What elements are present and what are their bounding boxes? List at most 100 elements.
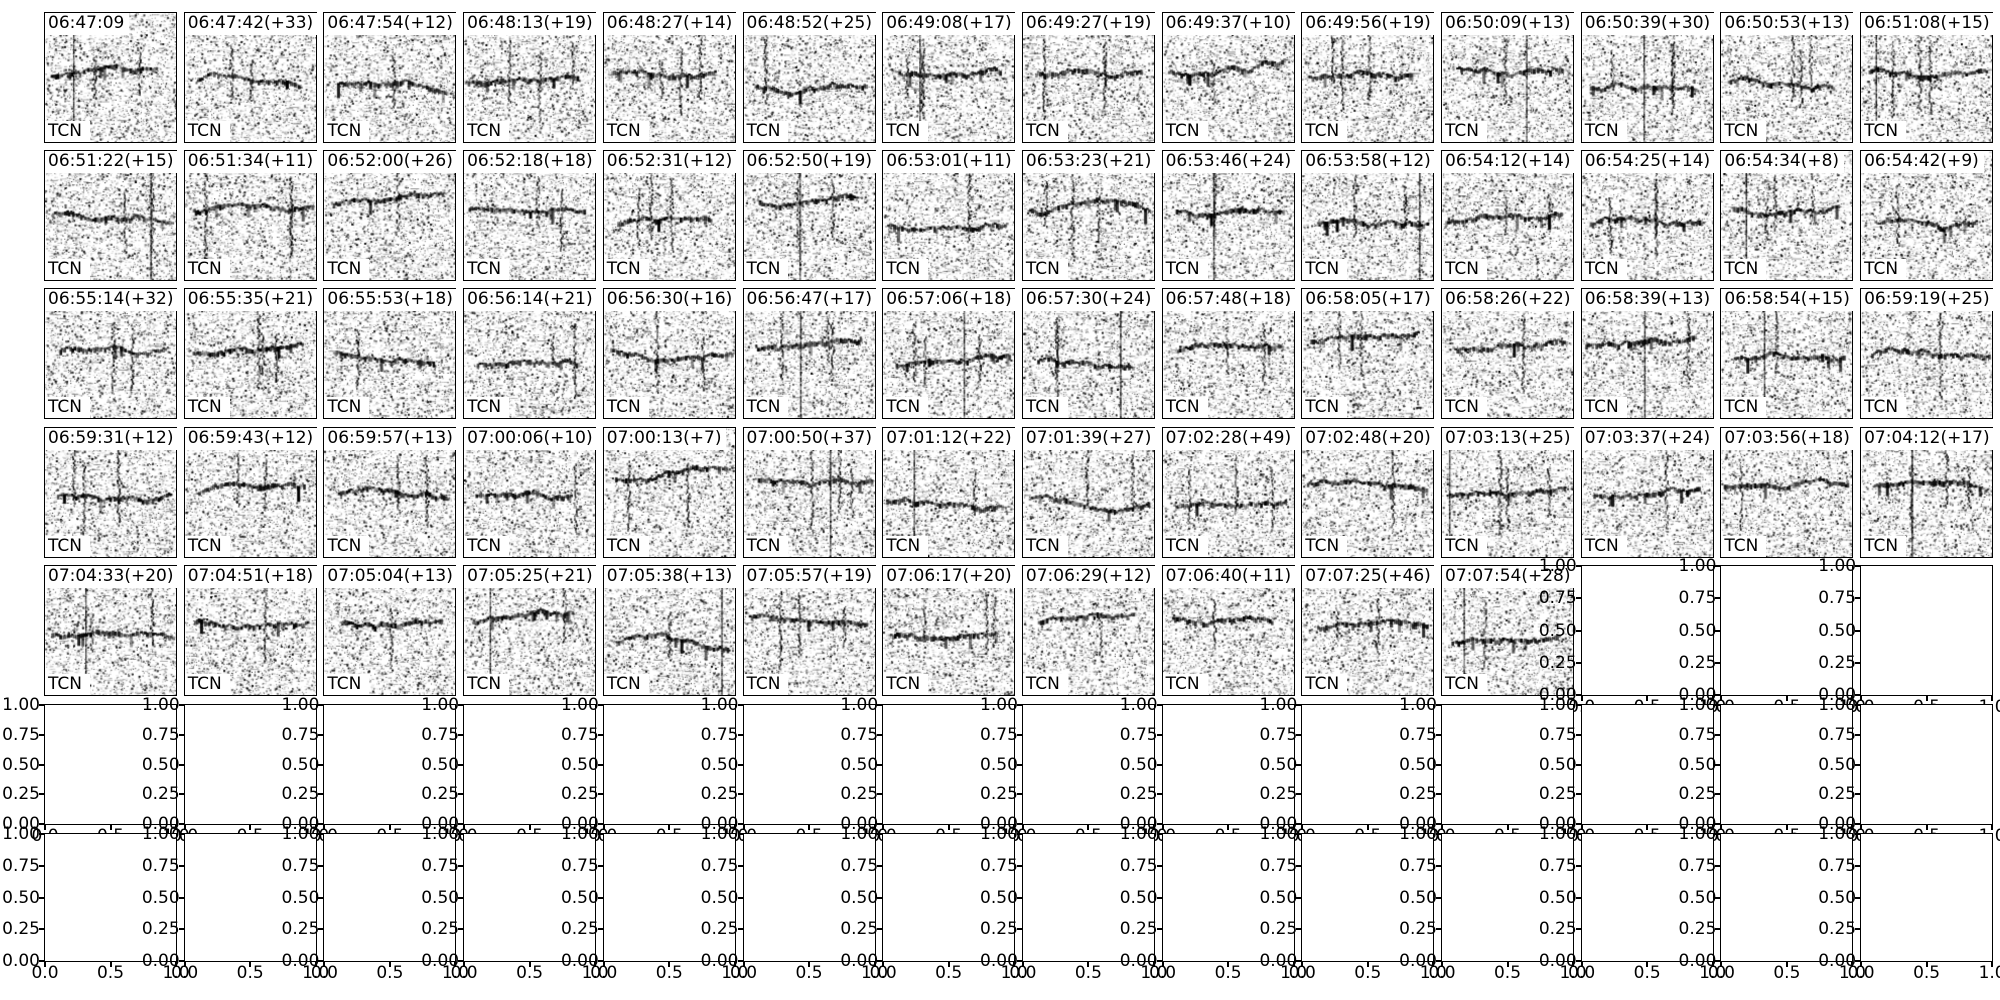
x-tick-mark: [249, 961, 252, 967]
x-tick-mark: [1991, 961, 1994, 967]
y-tick-label: 0.50: [840, 754, 879, 775]
y-tick-mark: [737, 823, 744, 825]
panel-timestamp-title: 07:05:38(+13): [603, 566, 738, 588]
panel-timestamp-title: 06:57:48(+18): [1162, 289, 1297, 311]
y-tick-label: 0.00: [1818, 685, 1857, 705]
panel-timestamp-title: 06:58:39(+13): [1581, 289, 1716, 311]
y-tick-mark: [1855, 864, 1862, 867]
x-tick-mark: [1572, 824, 1574, 830]
model-label: TCN: [743, 536, 789, 557]
panel-timestamp-title: 06:48:13(+19): [464, 13, 598, 35]
y-tick-mark: [1715, 733, 1722, 736]
y-tick-label: 0.75: [1678, 724, 1717, 745]
model-label: TCN: [464, 121, 510, 142]
y-tick-label: 0.75: [700, 724, 739, 745]
y-tick-label: 0.50: [2, 887, 40, 908]
spectrogram-panel: 07:01:39(+27) TCN: [1021, 427, 1157, 558]
x-tick-mark: [873, 961, 876, 967]
spectrogram-panel: 06:52:31(+12) TCN: [602, 150, 738, 281]
y-tick-label: 0.00: [281, 951, 320, 971]
y-tick-mark: [318, 704, 325, 706]
x-tick-label: 0.5: [1493, 963, 1522, 983]
x-tick-label: 0.5: [795, 963, 823, 983]
y-tick-label: 0.75: [2, 724, 40, 745]
model-label: TCN: [603, 397, 649, 418]
panel-timestamp-title: 07:01:12(+22): [883, 428, 1017, 450]
x-tick-mark: [668, 961, 671, 967]
model-label: TCN: [184, 674, 230, 695]
x-tick-label: 1.0: [1978, 963, 2000, 983]
y-tick-label: 0.75: [700, 855, 739, 876]
y-tick-mark: [178, 733, 185, 736]
y-tick-label: 0.00: [1259, 814, 1298, 834]
x-tick-mark: [1785, 695, 1788, 701]
y-tick-label: 0.75: [1119, 855, 1158, 876]
x-tick-mark: [1227, 824, 1230, 830]
y-tick-label: 0.25: [700, 919, 739, 940]
y-tick-label: 0.50: [1538, 620, 1577, 641]
model-label: TCN: [324, 536, 370, 557]
y-tick-label: 0.50: [1678, 620, 1717, 641]
y-tick-label: 0.75: [840, 855, 879, 876]
y-tick-mark: [1575, 565, 1582, 567]
model-label: TCN: [1861, 536, 1907, 557]
y-tick-mark: [1436, 763, 1442, 766]
spectrogram-panel: 06:55:14(+32) TCN: [44, 288, 179, 419]
y-tick-label: 0.25: [1119, 919, 1158, 940]
y-tick-mark: [1016, 864, 1023, 867]
x-tick-mark: [808, 824, 810, 830]
y-tick-label: 0.25: [700, 784, 739, 805]
panel-timestamp-title: 07:02:48(+20): [1302, 428, 1436, 450]
y-tick-label: 1.00: [840, 695, 879, 715]
model-label: TCN: [1302, 121, 1348, 142]
y-tick-mark: [1016, 960, 1023, 962]
model-label: TCN: [324, 674, 370, 695]
y-tick-label: 1.00: [2, 824, 40, 844]
x-tick-mark: [1432, 824, 1435, 830]
spectrogram-panel: 07:06:29(+12) TCN: [1021, 565, 1157, 696]
model-label: TCN: [1302, 259, 1348, 280]
y-tick-mark: [178, 763, 185, 766]
spectrogram-panel: 06:48:52(+25) TCN: [742, 12, 877, 143]
x-tick-mark: [1087, 961, 1090, 967]
x-tick-label: 0.0: [729, 963, 758, 983]
spectrogram-panel: 07:06:40(+11) TCN: [1161, 565, 1297, 696]
y-tick-label: 0.25: [2, 919, 40, 940]
panel-timestamp-title: 07:07:54(+28): [1442, 566, 1576, 588]
model-label: TCN: [1162, 674, 1208, 695]
y-tick-label: 0.00: [1259, 951, 1298, 971]
empty-axes: 1.000.750.500.250.000.00.51.0: [1539, 556, 1726, 717]
y-tick-mark: [458, 733, 465, 736]
x-tick-mark: [528, 824, 531, 830]
x-tick-mark: [1720, 695, 1723, 701]
y-tick-label: 1.00: [1538, 556, 1577, 576]
y-tick-mark: [39, 833, 45, 835]
y-tick-mark: [1575, 896, 1582, 899]
x-tick-mark: [1646, 695, 1649, 701]
y-tick-label: 0.75: [141, 724, 180, 745]
y-tick-label: 0.25: [1259, 919, 1298, 940]
x-tick-label: 1.0: [1419, 963, 1447, 983]
y-tick-label: 0.00: [700, 814, 739, 834]
y-tick-mark: [737, 896, 744, 899]
y-tick-mark: [1436, 928, 1442, 931]
y-tick-label: 0.25: [980, 784, 1018, 805]
y-tick-mark: [318, 733, 325, 736]
model-label: TCN: [1022, 259, 1068, 280]
model-label: TCN: [883, 121, 929, 142]
y-tick-mark: [1715, 629, 1722, 632]
y-tick-label: 0.50: [560, 754, 599, 775]
y-tick-mark: [1296, 960, 1303, 962]
y-tick-label: 0.25: [1538, 919, 1577, 940]
model-label: TCN: [45, 536, 90, 557]
y-tick-label: 0.25: [560, 919, 599, 940]
spectrogram-panel: 06:58:54(+15) TCN: [1720, 288, 1855, 419]
y-tick-mark: [1016, 823, 1023, 825]
x-tick-label: 1.0: [162, 963, 190, 983]
y-tick-mark: [1855, 704, 1862, 706]
y-tick-label: 0.00: [1119, 814, 1158, 834]
y-tick-mark: [1296, 823, 1303, 825]
panel-timestamp-title: 06:54:42(+9): [1861, 151, 1984, 173]
